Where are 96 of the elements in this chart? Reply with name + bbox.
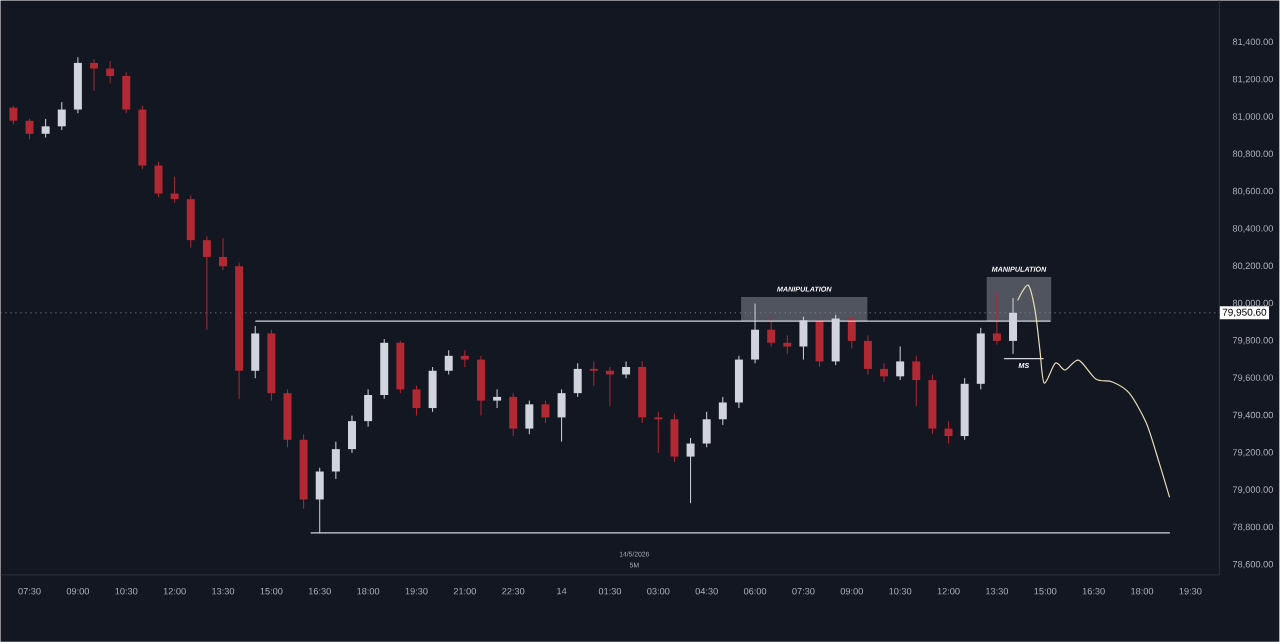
candlestick (493, 389, 502, 409)
candlestick (541, 400, 550, 424)
candlestick (847, 314, 856, 349)
x-tick-label: 07:30 (18, 588, 41, 595)
candlestick (718, 396, 727, 426)
x-tick-label: 13:30 (212, 588, 235, 595)
candlestick (654, 411, 663, 454)
candlestick (25, 118, 34, 140)
candlestick (106, 60, 115, 85)
candlestick (912, 355, 921, 407)
y-tick-label: 81,000.00 (1232, 113, 1273, 121)
candlestick (557, 389, 566, 443)
candlestick (783, 334, 792, 355)
x-tick-label: 12:00 (163, 588, 186, 595)
y-tick-label: 79,200.00 (1232, 449, 1273, 457)
candlestick (138, 105, 147, 170)
x-tick-label: 01:30 (598, 588, 622, 595)
x-tick-label: 15:00 (1034, 588, 1057, 595)
candlestick (283, 389, 292, 448)
line-series (1017, 284, 1171, 498)
candlestick (622, 361, 631, 379)
candlestick (686, 437, 695, 504)
y-tick-label: 81,400.00 (1232, 38, 1273, 47)
x-tick-label: 15:00 (260, 588, 283, 595)
candlestick (428, 366, 437, 413)
candlestick (267, 329, 276, 402)
y-tick-label: 80,400.00 (1232, 225, 1273, 233)
candlestick (670, 413, 679, 463)
candlestick (476, 355, 485, 417)
candlestick (380, 338, 389, 400)
candlestick (896, 346, 905, 381)
candlestick (509, 392, 518, 437)
y-tick-label: 79,600.00 (1232, 374, 1273, 383)
candlestick (347, 415, 356, 454)
y-tick-label: 78,800.00 (1232, 523, 1273, 532)
candlestick (73, 56, 82, 114)
candlestick (702, 411, 711, 448)
candlestick (928, 374, 937, 435)
y-tick-label: 79,400.00 (1232, 411, 1273, 420)
candlestick (331, 441, 340, 480)
candlestick (364, 389, 373, 428)
x-tick-label: 18:00 (357, 588, 380, 595)
x-tick-label: 19:30 (1179, 588, 1202, 595)
x-tick-label: 22:30 (502, 588, 525, 595)
candlestick (41, 118, 50, 139)
candlestick (154, 161, 163, 198)
y-tick-label: 79,000.00 (1232, 486, 1273, 495)
y-tick-label: 80,800.00 (1232, 150, 1273, 159)
x-tick-label: 04:30 (695, 588, 718, 595)
x-tick-label: 12:00 (937, 588, 960, 595)
y-tick-label: 80,000.00 (1232, 299, 1273, 308)
candlestick (235, 262, 244, 400)
candlestick (202, 236, 211, 331)
x-tick-label: 03:00 (647, 588, 670, 595)
candlestick (944, 420, 953, 445)
candlestick (444, 349, 453, 376)
y-tick-label: 78,600.00 (1232, 561, 1273, 569)
candlestick (638, 361, 647, 424)
ref-line-label: 79,950.60 (1222, 308, 1267, 318)
x-tick-label: 09:00 (66, 588, 90, 595)
x-tick-label: 07:30 (792, 588, 815, 595)
x-tick-label: 06:00 (743, 588, 767, 595)
x-tick-label: 16:30 (1082, 588, 1105, 595)
candlestick (976, 327, 985, 391)
candlestick (960, 377, 969, 441)
candlestick (525, 400, 534, 435)
candlestick (186, 194, 195, 249)
x-tick-label: 18:00 (1131, 588, 1154, 595)
y-tick-label: 80,600.00 (1232, 187, 1273, 196)
candlestick (815, 316, 824, 368)
x-tick-label: 10:30 (889, 588, 912, 595)
candlestick (412, 385, 421, 417)
candlestick (251, 325, 260, 379)
y-tick-label: 81,200.00 (1232, 75, 1273, 84)
candlestick (396, 340, 405, 394)
y-tick-label: 80,200.00 (1232, 262, 1273, 271)
x-tick-label: 14 (557, 588, 567, 595)
candlestick (122, 71, 131, 114)
candlestick (880, 362, 889, 383)
candlestick (863, 334, 872, 376)
x-tick-label: 21:00 (453, 588, 476, 595)
candlestick (573, 362, 582, 398)
x-tick-label: 13:30 (986, 588, 1009, 595)
candlestick (299, 433, 308, 510)
candlestick (734, 355, 743, 409)
candlestick (589, 361, 598, 387)
candlestick (219, 237, 227, 271)
x-tick-label: 09:00 (840, 588, 863, 595)
x-tick-label: 16:30 (308, 588, 331, 595)
y-tick-label: 79,800.00 (1232, 337, 1273, 345)
candlestick (9, 105, 18, 126)
candlestick (992, 291, 1001, 346)
x-tick-label: 19:30 (405, 588, 428, 595)
candlestick (57, 101, 66, 131)
x-tick-label: 10:30 (115, 588, 138, 595)
candlestick (767, 314, 776, 348)
